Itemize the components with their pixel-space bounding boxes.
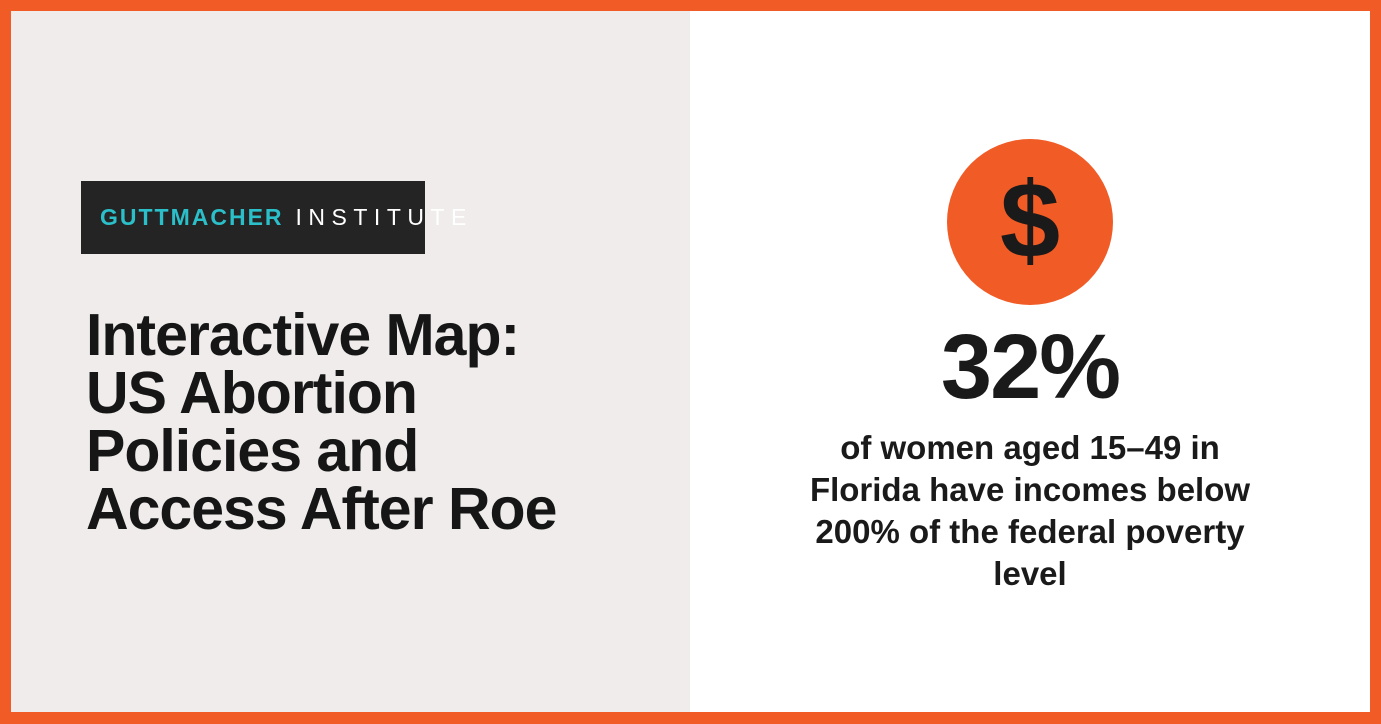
stat-value: 32% [940,316,1121,418]
dollar-sign-icon: $ [947,139,1113,305]
stat-description-line-4: level [993,555,1067,592]
logo-text-institute: INSTITUTE [295,204,473,230]
logo-text-guttmacher: GUTTMACHER [100,204,284,230]
guttmacher-logo: GUTTMACHER INSTITUTE [81,181,466,254]
infographic-card: GUTTMACHER INSTITUTE Interactive Map: US… [11,11,1370,712]
title-line-4: Access After Roe [86,476,557,542]
title-line-2: US Abortion [86,360,418,426]
right-panel: $ 32% of women aged 15–49 in Florida hav… [690,11,1370,712]
stat-description: of women aged 15–49 in Florida have inco… [810,427,1250,595]
title-line-3: Policies and [86,418,419,484]
stat-description-line-1: of women aged 15–49 in [840,429,1220,466]
stat-description-line-3: 200% of the federal poverty [815,513,1245,550]
page-title: Interactive Map: US Abortion Policies an… [86,302,557,542]
dollar-glyph: $ [999,159,1061,280]
title-line-1: Interactive Map: [86,302,520,368]
stat-description-line-2: Florida have incomes below [809,471,1251,508]
left-panel: GUTTMACHER INSTITUTE Interactive Map: US… [11,11,690,712]
